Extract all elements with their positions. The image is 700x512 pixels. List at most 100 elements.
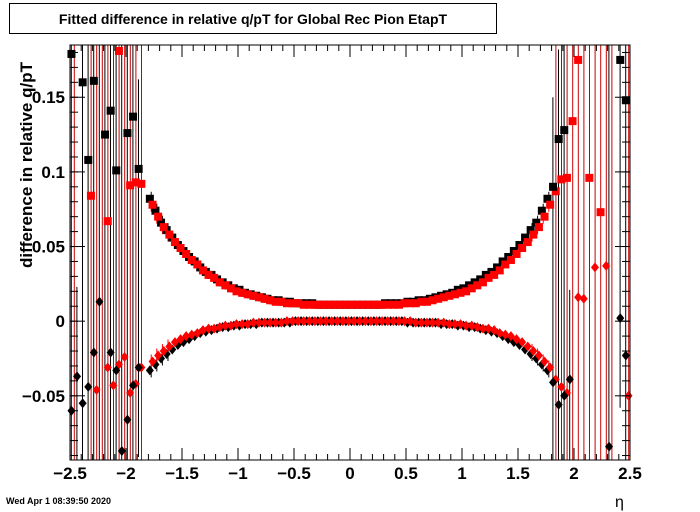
red-square-point [344, 300, 353, 309]
red-diamond-point [154, 350, 163, 361]
red-diamond-point [422, 317, 431, 328]
red-diamond-point [445, 319, 454, 330]
red-diamond-point [366, 316, 375, 327]
red-square-point [456, 288, 465, 297]
red-diamond-point [378, 316, 387, 327]
black-diamond-point [73, 371, 82, 382]
red-diamond-point [299, 316, 308, 327]
red-square-point [193, 260, 202, 269]
black-square-point [554, 135, 563, 144]
red-square-point [389, 300, 398, 309]
black-square-point [537, 206, 546, 215]
red-diamond-point [439, 317, 448, 328]
red-square-point [243, 290, 252, 299]
black-diamond-point [95, 296, 104, 307]
red-square-point [322, 300, 331, 309]
red-square-point [422, 297, 431, 306]
red-diamond-point [574, 292, 583, 303]
red-diamond-point [271, 317, 280, 328]
y-tick-label: 0.1 [41, 163, 65, 182]
black-diamond-point [549, 377, 558, 388]
red-diamond-point [478, 323, 487, 334]
red-diamond-point [305, 316, 314, 327]
y-tick-label: −0.05 [22, 387, 65, 406]
red-diamond-point [103, 362, 112, 373]
red-square-point [137, 179, 146, 188]
black-square-point [134, 164, 143, 173]
red-square-point [266, 296, 275, 305]
red-square-point [540, 212, 549, 221]
red-diamond-point [165, 341, 174, 352]
red-diamond-point [394, 316, 403, 327]
red-square-point [529, 230, 538, 239]
red-diamond-point [322, 316, 331, 327]
black-square-point [101, 130, 110, 139]
red-square-point [434, 294, 443, 303]
red-diamond-point [557, 381, 566, 392]
x-axis-label: η [615, 494, 624, 511]
red-square-point [383, 300, 392, 309]
red-square-point [282, 299, 291, 308]
x-tick-label: −0.5 [277, 464, 311, 483]
x-tick-label: 2 [569, 464, 578, 483]
red-square-point [467, 284, 476, 293]
black-square-point [112, 166, 121, 175]
red-square-point [165, 230, 174, 239]
chart-title: Fitted difference in relative q/pT for G… [9, 3, 497, 34]
red-diamond-point [411, 317, 420, 328]
red-diamond-point [462, 320, 471, 331]
red-square-point [187, 255, 196, 264]
black-square-point [145, 194, 154, 203]
red-diamond-point [243, 319, 252, 330]
red-diamond-point [456, 319, 465, 330]
black-diamond-point [616, 313, 625, 324]
red-diamond-point [361, 316, 370, 327]
red-diamond-point [350, 316, 359, 327]
red-square-point [394, 300, 403, 309]
data-points [67, 46, 633, 457]
red-square-point [198, 266, 207, 275]
red-square-point [277, 297, 286, 306]
x-tick-label: −1.5 [165, 464, 199, 483]
black-square-point [89, 76, 98, 85]
black-diamond-point [78, 398, 87, 409]
red-square-point [126, 181, 135, 190]
red-diamond-point [187, 329, 196, 340]
red-square-point [288, 299, 297, 308]
red-square-point [316, 300, 325, 309]
black-diamond-point [565, 374, 574, 385]
red-square-point [355, 300, 364, 309]
red-square-point [551, 187, 560, 196]
red-square-point [366, 300, 375, 309]
red-diamond-point [495, 328, 504, 339]
black-square-point [129, 112, 138, 121]
black-square-point [616, 55, 625, 64]
y-tick-label: 0 [56, 312, 65, 331]
red-square-point [299, 300, 308, 309]
black-square-point [621, 96, 630, 105]
black-diamond-point [112, 365, 121, 376]
red-diamond-point [215, 322, 224, 333]
black-square-point [543, 194, 552, 203]
red-diamond-point [277, 317, 286, 328]
red-square-point [204, 270, 213, 279]
red-square-point [506, 255, 515, 264]
black-diamond-point [123, 414, 132, 425]
black-square-point [549, 182, 558, 191]
red-square-point [238, 288, 247, 297]
red-square-point [495, 266, 504, 275]
plot-frame [69, 44, 631, 461]
red-diamond-point [238, 319, 247, 330]
red-square-point [249, 291, 258, 300]
red-diamond-point [333, 316, 342, 327]
red-diamond-point [501, 329, 510, 340]
red-diamond-point [198, 325, 207, 336]
red-diamond-point [546, 362, 555, 373]
red-diamond-point [254, 317, 263, 328]
red-square-point [473, 281, 482, 290]
red-square-point [254, 293, 263, 302]
x-tick-label: 2.5 [618, 464, 642, 483]
y-axis-label: difference in relative q/pT [17, 62, 36, 268]
red-diamond-point [389, 316, 398, 327]
red-square-point [523, 238, 532, 247]
